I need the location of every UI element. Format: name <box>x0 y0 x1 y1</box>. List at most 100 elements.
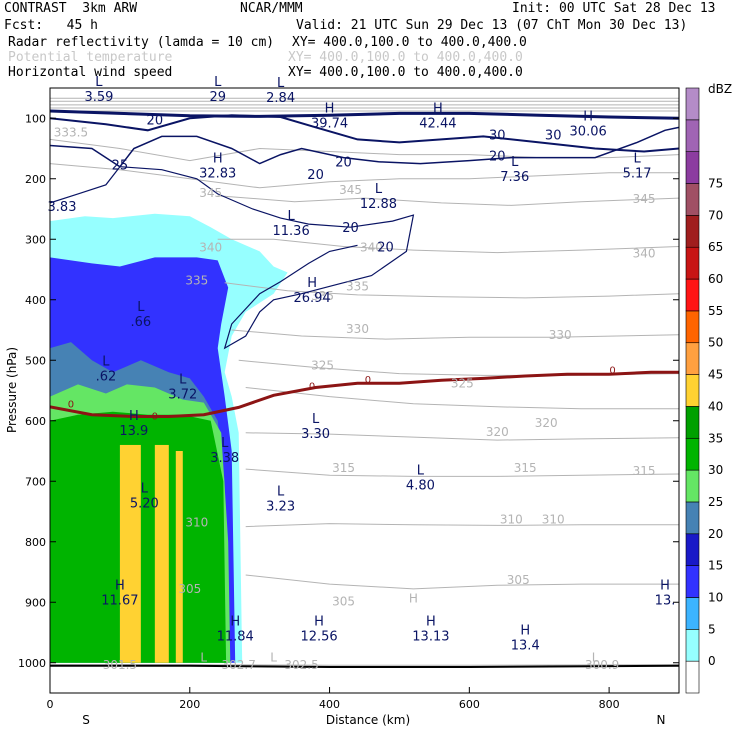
theta-label: 340 <box>199 240 222 254</box>
colorbar-swatch <box>685 246 700 280</box>
x-axis-label: Distance (km) <box>326 713 410 727</box>
y-tick-label: 400 <box>25 294 46 307</box>
colorbar-swatch <box>685 374 700 407</box>
wind-extremum-value: 30.06 <box>570 124 607 139</box>
colorbar-swatch <box>685 437 700 471</box>
reflectivity-core-3 <box>175 451 183 663</box>
colorbar-level-label: 55 <box>708 304 723 318</box>
colorbar-level-label: 5 <box>708 622 716 636</box>
contour-labels: 333.5 345 345 345 340 340 340 335 335 335 330 330 32… <box>48 75 676 672</box>
field-name-theta: Potential temperature <box>8 50 173 65</box>
freezing-level-label: 0 <box>609 366 615 377</box>
colorbar-swatch <box>685 501 700 535</box>
theta-label: 310 <box>500 513 523 527</box>
colorbar-swatch <box>685 119 700 152</box>
theta-contour-line <box>50 163 679 189</box>
wind-extremum-marker: H <box>129 409 139 424</box>
theta-contours <box>50 97 679 666</box>
plot-frame <box>49 87 680 694</box>
y-tick-label: 700 <box>25 475 46 488</box>
wind-contour-label: 20 <box>147 113 164 128</box>
wind-extremum-marker: L <box>633 152 641 167</box>
colorbar-level-label: 35 <box>708 431 723 445</box>
wind-extremum-value: 3.83 <box>48 200 77 215</box>
colorbar-swatch <box>685 87 700 121</box>
wind-extremum-marker: L <box>214 75 222 90</box>
wind-extremum-value: 13.9 <box>119 424 148 439</box>
theta-contour-line <box>245 387 679 410</box>
colorbar-level-label: 25 <box>708 495 723 509</box>
theta-label: 325 <box>311 358 334 372</box>
theta-label: 330 <box>549 328 572 342</box>
theta-label: 302.5 <box>284 658 318 672</box>
reflectivity-shading <box>50 213 288 663</box>
y-tick-label: 300 <box>25 233 46 246</box>
wind-contour-label: 20 <box>335 156 352 171</box>
y-tick-label: 800 <box>25 536 46 549</box>
wind-extremum-marker: L <box>511 155 519 170</box>
wind-extremum-marker: L <box>277 484 285 499</box>
theta-contour-line <box>245 574 679 590</box>
model-name: CONTRAST 3km ARW <box>4 1 138 16</box>
wind-contour-label: 25 <box>112 159 129 174</box>
colorbar-swatch <box>685 215 700 248</box>
theta-label: 345 <box>199 186 222 200</box>
wind-extremum-marker: L <box>375 182 383 197</box>
wind-extremum-value: 13.13 <box>412 630 449 645</box>
colorbar-swatch <box>685 151 700 184</box>
wind-extremum-marker: L <box>312 412 320 427</box>
theta-label: 300.9 <box>585 658 619 672</box>
wind-contour-label: 20 <box>307 168 324 183</box>
wind-extremum-value: 13. <box>655 593 676 608</box>
wind-extremum-marker: L <box>95 75 103 90</box>
wind-extremum-value: 5.20 <box>130 496 159 511</box>
wind-extremum-marker: L <box>417 463 425 478</box>
wind-extremum-value: .66 <box>131 315 152 330</box>
y-tick-label: 1000 <box>18 657 46 670</box>
wind-contour-line-1 <box>50 109 679 120</box>
wind-extremum-marker: H <box>583 109 593 124</box>
colorbar-level-label: 70 <box>708 208 723 222</box>
wind-extremum-marker: H <box>325 102 335 117</box>
x-tick-label: 600 <box>459 698 480 711</box>
theta-extremum-marker: L <box>200 651 207 665</box>
freezing-level-label: 0 <box>68 399 74 410</box>
colorbar-level-label: 40 <box>708 399 723 413</box>
colorbar-swatch <box>685 533 700 566</box>
wind-extremum-marker: H <box>660 578 670 593</box>
wind-contour-label: 30 <box>489 128 506 143</box>
wind-extremum-value: 3.23 <box>266 499 295 514</box>
theta-extremum-marker: H <box>409 591 418 605</box>
wind-extremum-value: 4.80 <box>406 478 435 493</box>
theta-contour-line <box>217 238 679 254</box>
theta-label: 330 <box>346 322 369 336</box>
org-name: NCAR/MMM <box>240 1 303 16</box>
theta-contour-line <box>50 664 679 666</box>
colorbar-unit: dBZ <box>708 82 732 96</box>
theta-contour-line <box>217 195 679 206</box>
theta-label: 320 <box>486 425 509 439</box>
colorbar-level-label: 50 <box>708 336 723 350</box>
wind-extremum-marker: L <box>221 436 229 451</box>
theta-label: 333.5 <box>54 125 88 139</box>
y-tick-label: 200 <box>25 173 46 186</box>
wind-extremum-marker: H <box>213 152 223 167</box>
wind-extremum-marker: L <box>137 300 145 315</box>
wind-extremum-value: .62 <box>96 369 117 384</box>
wind-extremum-value: 29 <box>209 90 226 105</box>
theta-extremum-marker: L <box>270 651 277 665</box>
wind-extremum-value: 11.84 <box>217 630 254 645</box>
x-tick-label: 200 <box>179 698 200 711</box>
theta-label: 340 <box>360 240 383 254</box>
colorbar-level-label: 45 <box>708 368 723 382</box>
wind-extremum-value: 12.56 <box>300 630 337 645</box>
field-name-wind: Horizontal wind speed <box>8 65 173 80</box>
wind-extremum-value: 26.94 <box>293 291 330 306</box>
wind-extremum-value: 3.59 <box>84 90 113 105</box>
wind-contour-line-2 <box>50 114 679 153</box>
theta-contour-line <box>231 329 679 340</box>
theta-label: 345 <box>633 192 656 206</box>
wind-extremum-value: 7.36 <box>500 170 529 185</box>
field-xy-reflectivity: XY= 400.0,100.0 to 400.0,400.0 <box>292 35 527 50</box>
